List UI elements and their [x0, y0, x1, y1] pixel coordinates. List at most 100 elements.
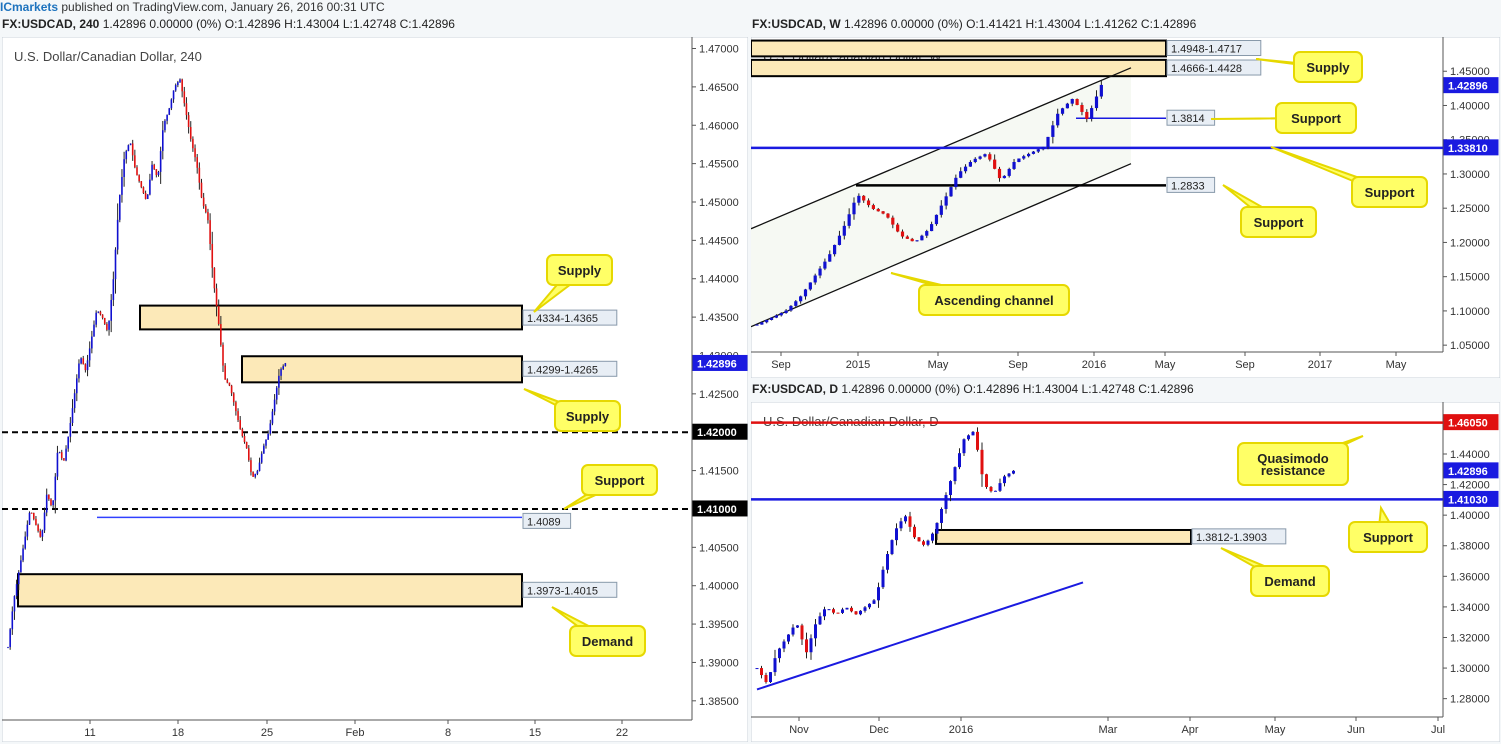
h4-candle: [7, 647, 9, 649]
weekly-candle: [1007, 168, 1011, 176]
h4-candle: [58, 452, 61, 454]
daily-price-label: 1.30000: [1450, 663, 1490, 675]
h4-candle: [127, 145, 130, 152]
h4-candle: [116, 219, 119, 250]
h4-candle: [91, 336, 93, 349]
daily-support-label: 1.41030: [1448, 494, 1488, 506]
brand-link[interactable]: ICmarkets: [0, 0, 59, 14]
daily-candle: [994, 490, 997, 492]
daily-time-label: Mar: [1099, 724, 1118, 736]
daily-candle: [886, 554, 889, 570]
daily-callout-quasimodo: Quasimodo: [1257, 451, 1329, 466]
h4-candle: [198, 167, 201, 183]
h4-candle: [65, 448, 67, 461]
h4-candle: [11, 611, 14, 630]
weekly-candle: [1012, 161, 1016, 169]
h4-candle: [63, 458, 65, 461]
h4-candle: [252, 472, 254, 477]
h4-candle: [28, 512, 31, 525]
weekly-support-label-box: [1166, 176, 1216, 193]
h4-candle: [97, 311, 100, 313]
daily-candle: [818, 616, 822, 625]
h4-candle: [222, 344, 224, 366]
h4-candle: [129, 143, 132, 146]
h4-candle: [192, 138, 194, 149]
daily-candle: [949, 481, 952, 496]
h4-candle: [30, 512, 33, 514]
weekly-price-label: 1.45000: [1450, 66, 1490, 78]
h4-candle: [258, 462, 261, 471]
weekly-candle: [818, 268, 822, 276]
weekly-candle: [852, 202, 856, 215]
h4-callout-support: Support: [595, 473, 645, 488]
daily-callout-quasimodo-bubble: [1237, 442, 1349, 486]
weekly-time-label: May: [928, 359, 949, 371]
weekly-time-label: 2017: [1308, 359, 1332, 371]
daily-time-label: Apr: [1181, 724, 1198, 736]
weekly-candle: [755, 324, 759, 326]
h4-price-label: 1.38500: [699, 696, 739, 708]
h4-candle: [205, 206, 207, 213]
weekly-candle: [1056, 113, 1060, 126]
h4-callout-demand-bubble: [569, 625, 646, 657]
weekly-chart[interactable]: 1.450001.400001.350001.300001.250001.200…: [751, 37, 1500, 378]
h4-price-label: 1.46500: [699, 82, 739, 94]
h4-callout-support-bubble: [581, 464, 658, 496]
h4-candle: [131, 143, 134, 156]
daily-candle: [935, 522, 939, 534]
daily-support-label-box: [1443, 490, 1499, 507]
weekly-channel-lower: [751, 163, 1132, 328]
weekly-candle: [905, 236, 909, 239]
h4-candle: [196, 157, 198, 168]
h4-candle: [67, 436, 69, 449]
weekly-time-label: Sep: [1235, 359, 1255, 371]
weekly-candle: [978, 156, 982, 159]
daily-candle: [881, 569, 885, 588]
h4-candle: [56, 452, 59, 477]
publish-info: published on TradingView.com, January 26…: [58, 0, 385, 14]
weekly-candle: [1070, 99, 1074, 104]
h4-candle: [271, 411, 274, 424]
daily-candle: [922, 541, 925, 545]
h4-candle: [101, 314, 104, 318]
weekly-candle: [983, 154, 987, 157]
daily-price-label: 1.38000: [1450, 541, 1490, 553]
daily-candle: [926, 540, 930, 545]
daily-candle: [850, 607, 853, 612]
weekly-callout-support-bubble: [1240, 206, 1317, 238]
weekly-candle: [1041, 146, 1045, 150]
weekly-candle: [1036, 149, 1040, 152]
weekly-price-label: 1.25000: [1450, 203, 1490, 215]
weekly-candle: [774, 315, 778, 318]
weekly-titlebar: FX:USDCAD, W 1.42896 0.00000 (0%) O:1.41…: [752, 17, 1196, 31]
h4-candle: [134, 155, 136, 168]
h4-candle: [200, 182, 203, 198]
h4-zone-label-box: [522, 309, 618, 326]
h4-candle: [22, 548, 24, 561]
h4-candle: [136, 167, 138, 176]
weekly-price-label: 1.40000: [1450, 100, 1490, 112]
h4-callout-supply: Supply: [566, 409, 610, 424]
daily-candle: [805, 639, 808, 653]
h4-candle: [217, 306, 220, 325]
h4-candle: [80, 358, 82, 364]
h4-candle: [183, 91, 186, 104]
daily-chart[interactable]: U.S. Dollar/Canadian Dollar, D1.440001.4…: [751, 402, 1500, 742]
h4-candle: [215, 288, 218, 307]
weekly-candle: [1085, 111, 1089, 119]
daily-candle: [985, 474, 988, 487]
h4-candle: [20, 560, 22, 573]
h4-titlebar: FX:USDCAD, 240 1.42896 0.00000 (0%) O:1.…: [2, 17, 455, 31]
h4-candle: [123, 159, 125, 178]
daily-price-label: 1.42000: [1450, 480, 1490, 492]
h4-candle: [48, 494, 50, 500]
h4-chart[interactable]: U.S. Dollar/Canadian Dollar, 240 1.47000 1…: [2, 37, 748, 742]
h4-candle: [202, 197, 205, 207]
weekly-candle: [837, 235, 842, 245]
h4-candle: [54, 476, 57, 501]
h4-candle: [138, 175, 140, 182]
daily-candle: [760, 668, 763, 676]
h4-zone-label: 1.4299-1.4265: [527, 364, 598, 376]
daily-time-label: Dec: [869, 724, 889, 736]
weekly-candle: [866, 200, 871, 206]
